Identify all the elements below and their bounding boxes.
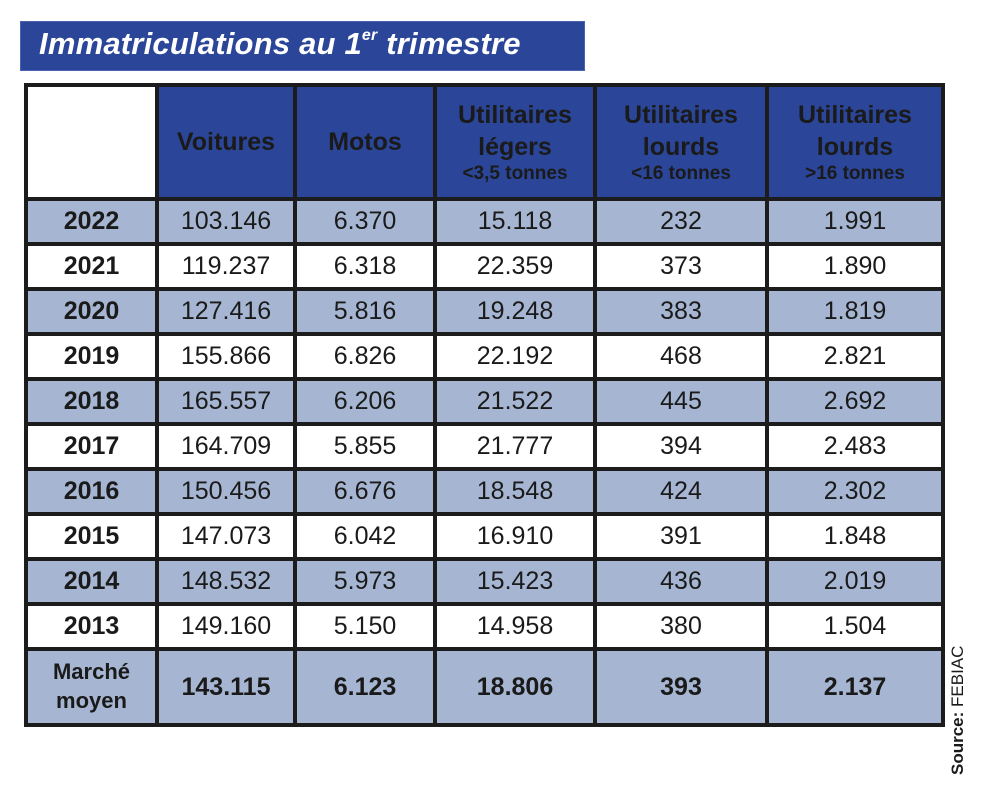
cell-utilitaires-legers: 22.192 xyxy=(433,332,597,381)
cell-voitures: 148.532 xyxy=(155,557,297,606)
page-title: Immatriculations au 1er trimestre xyxy=(39,26,521,61)
cell-voitures: 103.146 xyxy=(155,197,297,246)
year-cell: 2017 xyxy=(24,422,159,471)
cell-motos: 6.206 xyxy=(293,377,437,426)
table-row: 2020 127.416 5.816 19.248 383 1.819 xyxy=(24,287,945,336)
header-blank-cell xyxy=(24,83,159,201)
title-banner: Immatriculations au 1er trimestre xyxy=(20,21,585,71)
avg-utilitaires-legers: 18.806 xyxy=(433,647,597,727)
cell-lourds-lt16: 380 xyxy=(593,602,769,651)
year-cell: 2022 xyxy=(24,197,159,246)
cell-lourds-gt16: 2.302 xyxy=(765,467,945,516)
cell-lourds-lt16: 394 xyxy=(593,422,769,471)
registrations-table: Voitures Motos Utilitaires légers <3,5 ton… xyxy=(24,83,945,727)
table-row: 2016 150.456 6.676 18.548 424 2.302 xyxy=(24,467,945,516)
cell-lourds-gt16: 2.019 xyxy=(765,557,945,606)
cell-lourds-lt16: 232 xyxy=(593,197,769,246)
cell-motos: 5.973 xyxy=(293,557,437,606)
table-row: 2013 149.160 5.150 14.958 380 1.504 xyxy=(24,602,945,651)
cell-utilitaires-legers: 21.777 xyxy=(433,422,597,471)
year-cell: 2013 xyxy=(24,602,159,651)
cell-lourds-lt16: 445 xyxy=(593,377,769,426)
header-motos: Motos xyxy=(293,83,437,201)
cell-utilitaires-legers: 15.118 xyxy=(433,197,597,246)
cell-motos: 6.370 xyxy=(293,197,437,246)
cell-lourds-lt16: 468 xyxy=(593,332,769,381)
year-cell: 2020 xyxy=(24,287,159,336)
cell-lourds-gt16: 2.821 xyxy=(765,332,945,381)
header-voitures: Voitures xyxy=(155,83,297,201)
table-row: 2019 155.866 6.826 22.192 468 2.821 xyxy=(24,332,945,381)
cell-utilitaires-legers: 14.958 xyxy=(433,602,597,651)
cell-motos: 6.826 xyxy=(293,332,437,381)
table-row: 2018 165.557 6.206 21.522 445 2.692 xyxy=(24,377,945,426)
year-cell: 2021 xyxy=(24,242,159,291)
cell-lourds-gt16: 2.483 xyxy=(765,422,945,471)
cell-lourds-gt16: 1.991 xyxy=(765,197,945,246)
cell-voitures: 155.866 xyxy=(155,332,297,381)
cell-lourds-gt16: 1.890 xyxy=(765,242,945,291)
cell-motos: 5.855 xyxy=(293,422,437,471)
year-cell: 2015 xyxy=(24,512,159,561)
cell-motos: 6.676 xyxy=(293,467,437,516)
year-cell: 2014 xyxy=(24,557,159,606)
cell-motos: 5.150 xyxy=(293,602,437,651)
header-utilitaires-lourds-lt16: Utilitaires lourds <16 tonnes xyxy=(593,83,769,201)
table-row: 2021 119.237 6.318 22.359 373 1.890 xyxy=(24,242,945,291)
cell-motos: 5.816 xyxy=(293,287,437,336)
cell-utilitaires-legers: 21.522 xyxy=(433,377,597,426)
cell-lourds-lt16: 424 xyxy=(593,467,769,516)
cell-voitures: 147.073 xyxy=(155,512,297,561)
cell-utilitaires-legers: 22.359 xyxy=(433,242,597,291)
cell-lourds-lt16: 383 xyxy=(593,287,769,336)
avg-voitures: 143.115 xyxy=(155,647,297,727)
year-cell: 2018 xyxy=(24,377,159,426)
cell-utilitaires-legers: 16.910 xyxy=(433,512,597,561)
cell-utilitaires-legers: 15.423 xyxy=(433,557,597,606)
average-label-cell: Marché moyen xyxy=(24,647,159,727)
table-row: 2015 147.073 6.042 16.910 391 1.848 xyxy=(24,512,945,561)
average-row: Marché moyen 143.115 6.123 18.806 393 2.1… xyxy=(24,647,945,727)
avg-motos: 6.123 xyxy=(293,647,437,727)
cell-motos: 6.318 xyxy=(293,242,437,291)
cell-lourds-gt16: 1.819 xyxy=(765,287,945,336)
cell-voitures: 119.237 xyxy=(155,242,297,291)
cell-lourds-lt16: 391 xyxy=(593,512,769,561)
cell-voitures: 149.160 xyxy=(155,602,297,651)
cell-lourds-lt16: 436 xyxy=(593,557,769,606)
cell-motos: 6.042 xyxy=(293,512,437,561)
source-credit: Source: FEBIAC xyxy=(948,645,967,775)
cell-lourds-gt16: 2.692 xyxy=(765,377,945,426)
table-row: 2014 148.532 5.973 15.423 436 2.019 xyxy=(24,557,945,606)
table-row: 2017 164.709 5.855 21.777 394 2.483 xyxy=(24,422,945,471)
header-row: Voitures Motos Utilitaires légers <3,5 ton… xyxy=(24,83,945,201)
cell-lourds-lt16: 373 xyxy=(593,242,769,291)
year-cell: 2016 xyxy=(24,467,159,516)
cell-voitures: 165.557 xyxy=(155,377,297,426)
cell-utilitaires-legers: 19.248 xyxy=(433,287,597,336)
cell-lourds-gt16: 1.848 xyxy=(765,512,945,561)
cell-voitures: 127.416 xyxy=(155,287,297,336)
cell-voitures: 150.456 xyxy=(155,467,297,516)
table-row: 2022 103.146 6.370 15.118 232 1.991 xyxy=(24,197,945,246)
cell-lourds-gt16: 1.504 xyxy=(765,602,945,651)
avg-lourds-gt16: 2.137 xyxy=(765,647,945,727)
cell-voitures: 164.709 xyxy=(155,422,297,471)
cell-utilitaires-legers: 18.548 xyxy=(433,467,597,516)
header-utilitaires-legers: Utilitaires légers <3,5 tonnes xyxy=(433,83,597,201)
header-utilitaires-lourds-gt16: Utilitaires lourds >16 tonnes xyxy=(765,83,945,201)
year-cell: 2019 xyxy=(24,332,159,381)
avg-lourds-lt16: 393 xyxy=(593,647,769,727)
